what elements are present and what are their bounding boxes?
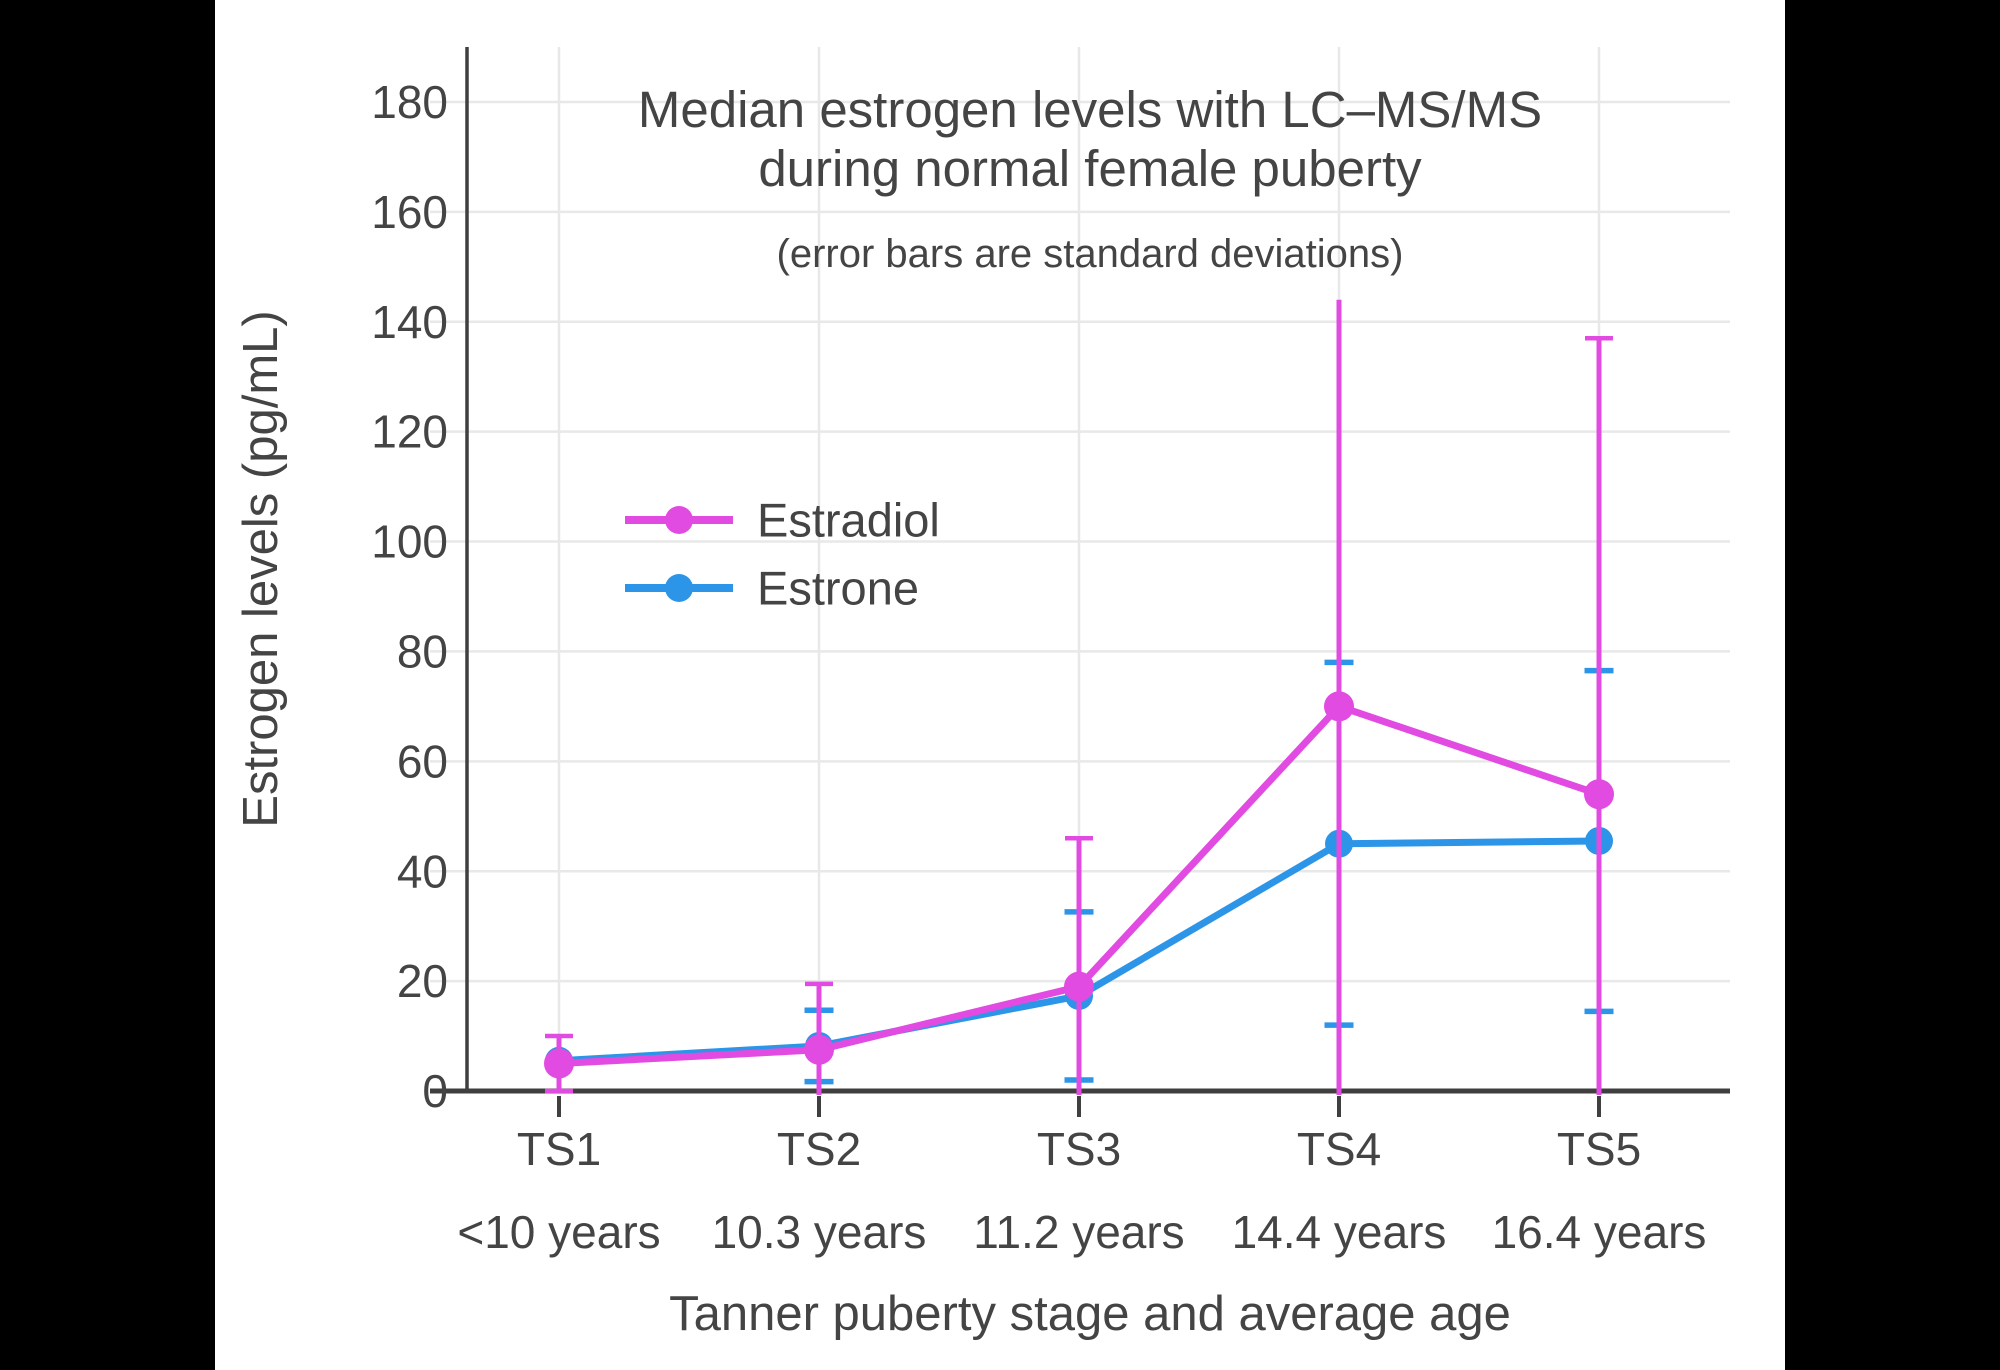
y-tick-label: 20 <box>397 955 448 1007</box>
y-tick-label: 40 <box>397 845 448 897</box>
data-point-marker-estradiol <box>804 1034 834 1065</box>
chart-subtitle: (error bars are standard deviations) <box>777 232 1404 276</box>
data-point-marker-estradiol <box>544 1048 574 1079</box>
y-tick-label: 120 <box>371 406 448 458</box>
x-tick-sublabel: 16.4 years <box>1492 1206 1707 1258</box>
data-point-marker-estradiol <box>1064 971 1094 1002</box>
y-tick-label: 100 <box>371 516 448 568</box>
x-tick-label: TS2 <box>777 1123 861 1175</box>
chart-title-line2: during normal female puberty <box>758 140 1422 197</box>
y-tick-label: 180 <box>371 76 448 128</box>
x-tick-label: TS1 <box>517 1123 601 1175</box>
x-tick-sublabel: 10.3 years <box>712 1206 927 1258</box>
y-tick-label: 140 <box>371 296 448 348</box>
chart-panel <box>215 0 1785 1370</box>
legend-label: Estradiol <box>757 493 940 546</box>
x-tick-sublabel: 14.4 years <box>1232 1206 1447 1258</box>
y-tick-label: 160 <box>371 186 448 238</box>
y-tick-label: 60 <box>397 735 448 787</box>
x-axis-title: Tanner puberty stage and average age <box>669 1287 1511 1341</box>
y-tick-label: 80 <box>397 626 448 678</box>
y-axis-title: Estrogen levels (pg/mL) <box>234 310 288 827</box>
y-tick-label: 0 <box>422 1065 448 1117</box>
chart-title-line1: Median estrogen levels with LC–MS/MS <box>638 81 1542 138</box>
legend-marker <box>665 574 693 602</box>
data-point-marker-estradiol <box>1324 691 1354 722</box>
legend-label: Estrone <box>757 561 919 614</box>
x-tick-sublabel: <10 years <box>457 1206 660 1258</box>
x-tick-label: TS3 <box>1037 1123 1121 1175</box>
data-point-marker-estradiol <box>1584 779 1614 810</box>
x-tick-label: TS5 <box>1557 1123 1641 1175</box>
x-tick-sublabel: 11.2 years <box>973 1206 1184 1258</box>
x-tick-label: TS4 <box>1297 1123 1381 1175</box>
legend-marker <box>665 506 693 534</box>
